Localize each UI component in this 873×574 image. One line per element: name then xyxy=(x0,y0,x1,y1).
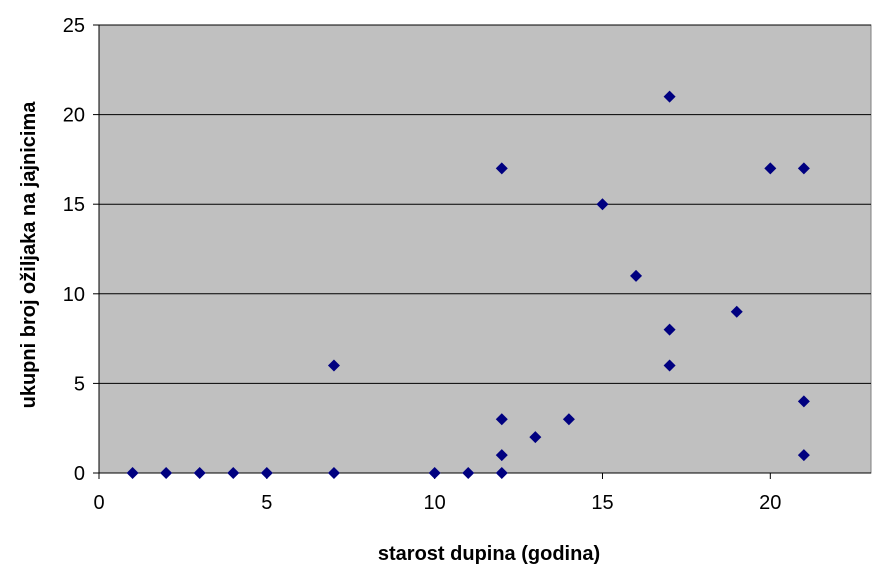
data-point-0 xyxy=(126,467,139,479)
data-point-12 xyxy=(495,467,508,479)
y-tick-label-15: 15 xyxy=(63,194,85,216)
data-point-17 xyxy=(663,90,676,103)
data-point-1 xyxy=(160,467,173,479)
data-point-9 xyxy=(495,162,508,175)
data-point-22 xyxy=(797,162,810,175)
data-point-8 xyxy=(462,467,475,479)
y-tick-label-25: 25 xyxy=(63,15,85,37)
y-tick-label-0: 0 xyxy=(74,463,85,485)
data-point-11 xyxy=(495,449,508,462)
data-point-19 xyxy=(663,359,676,372)
data-point-4 xyxy=(260,467,273,479)
x-tick-label-15: 15 xyxy=(591,492,613,514)
data-point-3 xyxy=(227,467,240,479)
data-point-10 xyxy=(495,413,508,426)
y-axis-ticks: 0 5 10 15 20 25 xyxy=(63,15,99,485)
data-point-23 xyxy=(797,395,810,408)
data-point-6 xyxy=(327,467,340,479)
data-point-14 xyxy=(562,413,575,426)
data-points xyxy=(126,90,810,479)
data-point-21 xyxy=(764,162,777,175)
plot-area xyxy=(98,24,872,474)
data-point-15 xyxy=(596,198,609,211)
data-point-2 xyxy=(193,467,206,479)
x-tick-label-20: 20 xyxy=(759,492,781,514)
data-point-16 xyxy=(630,269,643,282)
y-tick-label-5: 5 xyxy=(74,373,85,395)
x-tick-label-0: 0 xyxy=(93,492,104,514)
x-tick-label-5: 5 xyxy=(261,492,272,514)
y-tick-label-10: 10 xyxy=(63,284,85,306)
data-point-20 xyxy=(730,305,743,318)
x-axis-ticks: 0 5 10 15 20 xyxy=(93,473,781,514)
y-tick-label-20: 20 xyxy=(63,105,85,127)
data-point-24 xyxy=(797,449,810,462)
data-point-7 xyxy=(428,467,441,479)
gridlines xyxy=(99,24,871,384)
x-axis-title: starost dupina (godina) xyxy=(378,543,600,565)
x-tick-label-10: 10 xyxy=(424,492,446,514)
y-axis-title: ukupni broj ožiljaka na jajnicima xyxy=(18,101,40,409)
data-point-18 xyxy=(663,323,676,336)
data-point-13 xyxy=(529,431,542,444)
data-point-5 xyxy=(327,359,340,372)
